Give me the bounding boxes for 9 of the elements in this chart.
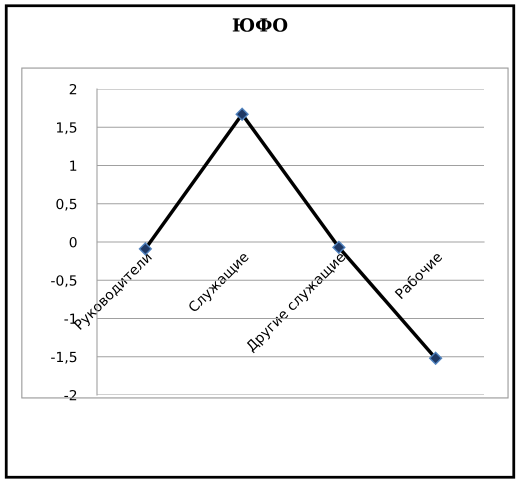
y-tick-label: 0,5 [56, 198, 76, 211]
y-tick-label: -1,5 [51, 352, 76, 364]
y-tick-label: 1 [70, 160, 76, 171]
y-tick-label: -2 [64, 390, 76, 400]
y-tick-label: 2 [70, 84, 76, 94]
y-tick-label: -0,5 [51, 275, 76, 288]
y-tick-label: 1,5 [56, 122, 76, 134]
y-tick-label: 0 [70, 236, 77, 248]
chart-title: ЮФО [232, 18, 288, 32]
